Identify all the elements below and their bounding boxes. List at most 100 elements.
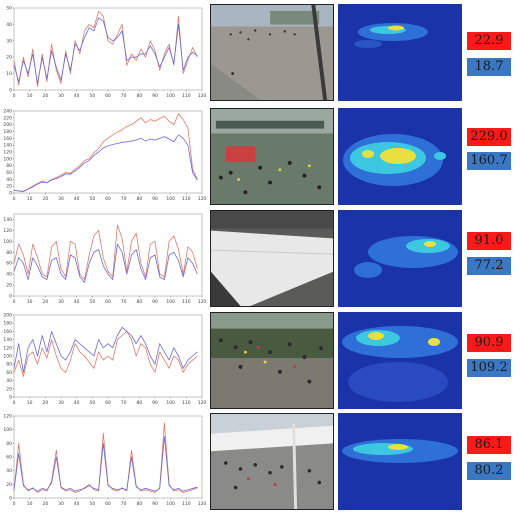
count-chart-5: 0 20 40 60 80 100 120 0 10 20 30 40 50 60 70 80 90 100 110… [2,412,207,509]
x-tick-label: 10 [27,299,33,305]
y-tick-label: 0 [9,88,12,94]
x-tick-label: 90 [152,400,158,406]
x-tick-label: 30 [58,93,64,99]
x-tick-label: 80 [136,93,142,99]
x-tick-label: 50 [89,93,95,99]
y-tick-label: 40 [6,468,12,474]
y-tick-label: 140 [3,143,12,149]
prediction-series-line [13,17,198,84]
density-map-3 [338,210,462,307]
x-tick-label: 100 [166,400,175,406]
x-tick-label: 20 [42,196,48,202]
x-tick-label: 30 [58,400,64,406]
predicted-count-3: 77.2 [467,257,511,275]
y-tick-label: 20 [6,283,12,289]
prediction-series-line [13,243,198,283]
x-tick-label: 20 [42,299,48,305]
ground-truth-series-line [13,330,198,377]
prediction-series-line [13,134,198,192]
y-tick-label: 100 [3,427,12,433]
y-tick-label: 20 [6,386,12,392]
y-tick-label: 0 [9,294,12,300]
y-tick-label: 220 [3,115,12,121]
predicted-count-2: 160.7 [467,152,511,170]
x-tick-label: 50 [89,196,95,202]
y-tick-label: 160 [3,136,12,142]
ground-truth-series-line [13,113,198,193]
crowd-photo-1 [210,4,334,101]
density-map-5 [338,413,462,510]
ground-truth-count-1: 22.9 [467,32,511,50]
crowd-photo-4 [210,312,334,409]
x-tick-label: 70 [121,196,127,202]
ground-truth-series-line [13,224,198,280]
y-tick-label: 10 [6,71,12,77]
y-tick-label: 50 [6,6,12,12]
x-tick-label: 10 [27,93,33,99]
y-tick-label: 0 [9,395,12,401]
count-chart-1: 0 10 20 30 40 50 0 10 20 30 40 50 60 70 80 90 100 110 120 [2,4,207,101]
x-tick-label: 50 [89,501,95,507]
x-tick-label: 120 [198,299,207,305]
y-tick-label: 180 [3,321,12,327]
x-tick-label: 60 [105,501,111,507]
x-tick-label: 120 [198,93,207,99]
y-tick-label: 80 [6,362,12,368]
ground-truth-count-4: 90.9 [467,334,511,352]
y-tick-label: 20 [6,55,12,61]
x-tick-label: 60 [105,196,111,202]
x-tick-label: 20 [42,501,48,507]
predicted-count-1: 18.7 [467,58,511,76]
prediction-series-line [13,436,198,492]
ground-truth-series-line [13,422,198,493]
x-tick-label: 100 [166,501,175,507]
x-tick-label: 0 [13,501,16,507]
x-tick-label: 0 [13,400,16,406]
y-tick-label: 40 [6,177,12,183]
x-tick-label: 110 [182,299,191,305]
x-tick-label: 70 [121,501,127,507]
plot-area [13,213,203,297]
x-tick-label: 20 [42,400,48,406]
crowd-photo-2 [210,108,334,205]
y-tick-label: 60 [6,261,12,267]
x-tick-label: 50 [89,299,95,305]
predicted-count-4: 109.2 [467,359,511,377]
x-tick-label: 120 [198,196,207,202]
x-tick-label: 70 [121,400,127,406]
ground-truth-count-3: 91.0 [467,232,511,250]
crowd-photo-3 [210,210,334,307]
y-tick-label: 100 [3,156,12,162]
count-chart-2: 0 20 40 60 80 100 120 140 160 180 200 220 240 0 10 20 30… [2,107,207,204]
x-tick-label: 90 [152,196,158,202]
x-tick-label: 110 [182,501,191,507]
y-tick-label: 120 [3,345,12,351]
y-tick-label: 120 [3,150,12,156]
density-map-1 [338,4,462,101]
x-tick-label: 100 [166,93,175,99]
x-tick-label: 40 [74,196,80,202]
crowd-photo-5 [210,413,334,510]
x-tick-label: 40 [74,400,80,406]
ground-truth-count-2: 229.0 [467,128,511,146]
x-tick-label: 90 [152,299,158,305]
x-tick-label: 30 [58,501,64,507]
x-tick-label: 10 [27,196,33,202]
x-tick-label: 60 [105,400,111,406]
count-chart-3: 0 20 40 60 80 100 120 140 0 10 20 30 40 50 60 70 80 90 100… [2,210,207,307]
y-tick-label: 140 [3,217,12,223]
x-tick-label: 40 [74,93,80,99]
prediction-series-line [13,326,198,373]
y-tick-label: 100 [3,354,12,360]
density-map-4 [338,312,462,409]
y-tick-label: 180 [3,129,12,135]
y-tick-label: 0 [9,496,12,502]
plot-area [13,110,203,194]
x-tick-label: 50 [89,400,95,406]
y-tick-label: 40 [6,22,12,28]
x-tick-label: 40 [74,299,80,305]
ground-truth-count-5: 86.1 [467,436,511,454]
x-tick-label: 90 [152,501,158,507]
y-tick-label: 80 [6,250,12,256]
x-tick-label: 0 [13,299,16,305]
